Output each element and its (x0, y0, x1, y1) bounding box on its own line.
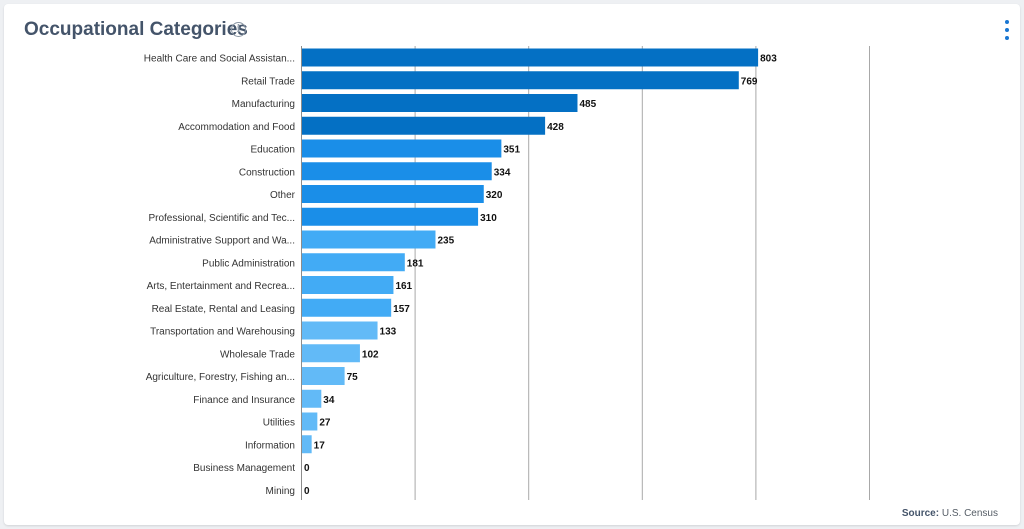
bar (302, 230, 436, 249)
category-label: Other (270, 190, 296, 201)
category-label: Administrative Support and Wa... (149, 236, 295, 247)
value-label: 102 (362, 349, 379, 360)
menu-dot (1005, 28, 1009, 32)
bar (302, 412, 318, 431)
value-label: 334 (494, 167, 511, 178)
bar (302, 139, 502, 158)
value-label: 34 (323, 395, 335, 406)
category-label: Information (245, 440, 295, 451)
source-note: Source: U.S. Census (902, 508, 998, 519)
bar (302, 344, 360, 363)
bar (302, 71, 739, 90)
bar (302, 253, 405, 272)
menu-dot (1005, 36, 1009, 40)
bar (302, 116, 546, 135)
category-label: Construction (239, 167, 295, 178)
value-label: 0 (304, 486, 310, 497)
bar (302, 321, 378, 340)
source-value: U.S. Census (941, 508, 998, 519)
value-label: 181 (407, 258, 424, 269)
value-label: 803 (760, 54, 777, 65)
bar (302, 435, 312, 454)
chart-title: Occupational Categories (24, 19, 248, 40)
value-label: 235 (437, 236, 454, 247)
bar (302, 367, 345, 385)
bar (302, 48, 759, 67)
bar (302, 276, 394, 294)
value-label: 0 (304, 463, 310, 474)
value-label: 769 (741, 76, 758, 87)
category-label: Manufacturing (232, 99, 295, 110)
value-label: 75 (347, 372, 359, 383)
category-label: Education (251, 145, 295, 156)
bar (302, 298, 392, 317)
value-label: 157 (393, 304, 410, 315)
category-label: Utilities (263, 418, 295, 429)
info-icon[interactable]: i (231, 22, 246, 37)
category-label: Mining (266, 486, 295, 497)
value-label: 161 (395, 281, 412, 292)
bar (302, 94, 578, 112)
bar (302, 207, 479, 226)
more-options-icon[interactable] (999, 18, 1015, 42)
menu-dot (1005, 20, 1009, 24)
chart-card: Occupational Categories i Source: U.S. C… (4, 4, 1020, 525)
value-label: 310 (480, 213, 497, 224)
category-label: Wholesale Trade (220, 349, 295, 360)
category-label: Accommodation and Food (178, 122, 295, 133)
value-label: 133 (380, 327, 397, 338)
category-label: Retail Trade (241, 76, 295, 87)
category-label: Arts, Entertainment and Recrea... (147, 281, 295, 292)
value-label: 17 (314, 440, 326, 451)
bar (302, 389, 322, 408)
category-label: Public Administration (202, 258, 295, 269)
value-label: 320 (486, 190, 503, 201)
category-label: Finance and Insurance (193, 395, 295, 406)
value-label: 351 (503, 145, 520, 156)
value-label: 485 (579, 99, 596, 110)
bar (302, 162, 492, 181)
category-label: Health Care and Social Assistan... (144, 54, 295, 65)
category-label: Agriculture, Forestry, Fishing an... (146, 372, 295, 383)
category-label: Business Management (193, 463, 295, 474)
category-label: Professional, Scientific and Tec... (148, 213, 295, 224)
value-label: 27 (319, 418, 331, 429)
category-label: Transportation and Warehousing (150, 327, 295, 338)
category-label: Real Estate, Rental and Leasing (152, 304, 295, 315)
value-label: 428 (547, 122, 564, 133)
bar (302, 185, 484, 203)
source-label: Source: (901, 508, 940, 519)
